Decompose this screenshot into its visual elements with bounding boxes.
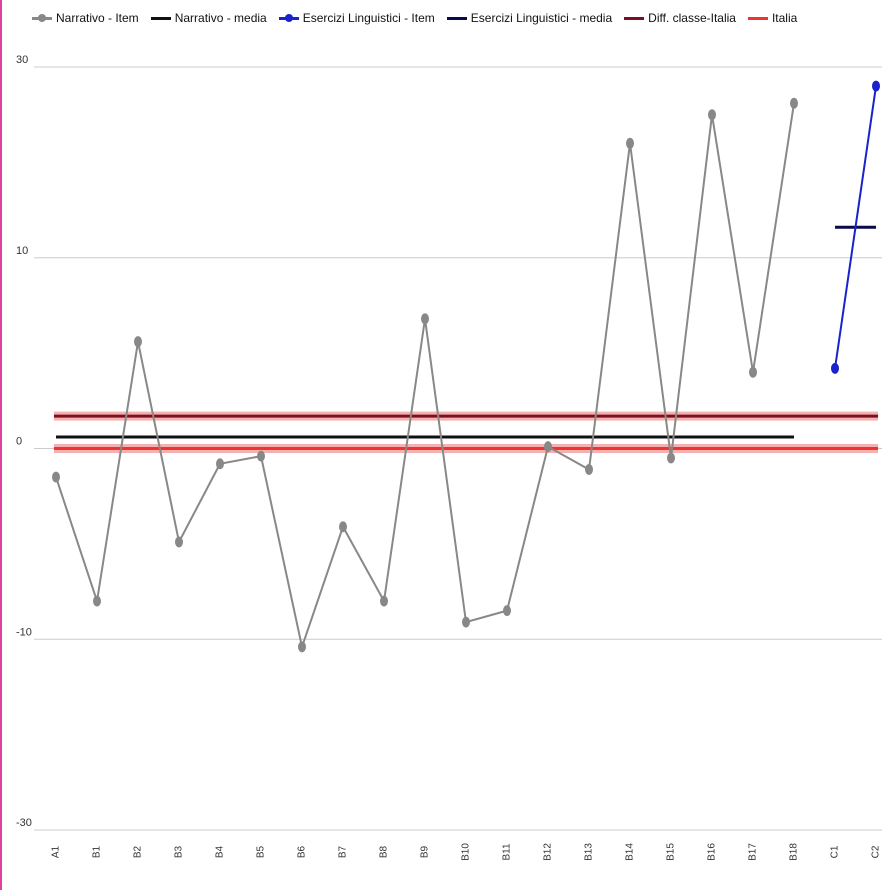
- chart-legend: Narrativo - Item Narrativo - media Eserciz…: [32, 8, 809, 28]
- y-tick-label: 0: [16, 436, 22, 448]
- data-point: [544, 441, 552, 453]
- x-tick-label: B7: [338, 845, 349, 858]
- data-point: [298, 641, 306, 653]
- data-point: [790, 97, 798, 109]
- data-point: [257, 450, 265, 462]
- legend-item: Narrativo - media: [150, 11, 267, 25]
- data-point: [503, 605, 511, 617]
- legend-swatch-icon: [624, 13, 645, 23]
- data-point: [462, 616, 470, 628]
- x-tick-label: B18: [789, 843, 800, 861]
- x-tick-label: B4: [215, 845, 226, 858]
- legend-label: Narrativo - Item: [56, 11, 139, 25]
- legend-swatch-icon: [278, 13, 299, 23]
- x-tick-label: B1: [92, 845, 103, 858]
- x-tick-label: C2: [871, 845, 882, 858]
- data-point: [421, 313, 429, 325]
- x-tick-label: B9: [420, 845, 431, 858]
- legend-swatch-icon: [747, 13, 768, 23]
- x-tick-label: B12: [543, 843, 554, 861]
- x-tick-label: B11: [502, 843, 513, 860]
- data-point: [93, 595, 101, 607]
- data-point: [667, 452, 675, 464]
- x-tick-label: B8: [379, 845, 390, 858]
- data-point: [134, 336, 142, 348]
- x-tick-label: B17: [748, 843, 759, 861]
- data-point: [872, 80, 880, 92]
- x-tick-label: B2: [133, 845, 144, 858]
- data-point: [708, 109, 716, 121]
- legend-item: Esercizi Linguistici - media: [446, 11, 613, 25]
- legend-swatch-icon: [150, 13, 171, 23]
- y-tick-label: 30: [16, 54, 28, 66]
- data-point: [585, 463, 593, 475]
- legend-item: Diff. classe-Italia: [624, 11, 736, 25]
- y-tick-label: -30: [16, 817, 32, 829]
- series-line: [55, 103, 795, 651]
- legend-swatch-icon: [446, 13, 467, 23]
- x-tick-label: B14: [625, 843, 636, 861]
- legend-label: Narrativo - media: [174, 11, 267, 25]
- data-point: [831, 362, 839, 374]
- series-line: [834, 85, 877, 369]
- legend-item: Esercizi Linguistici - Item: [278, 11, 435, 25]
- x-tick-label: C1: [830, 845, 841, 858]
- y-tick-label: -10: [16, 626, 32, 638]
- x-tick-label: B5: [256, 845, 267, 858]
- x-tick-label: B13: [584, 843, 595, 861]
- legend-item: Italia: [747, 11, 798, 25]
- legend-label: Esercizi Linguistici - Item: [302, 11, 435, 25]
- legend-label: Esercizi Linguistici - media: [470, 11, 613, 25]
- data-point: [175, 536, 183, 548]
- data-point: [216, 458, 224, 470]
- x-tick-label: B15: [666, 843, 677, 861]
- x-tick-label: B6: [297, 845, 308, 858]
- legend-swatch-icon: [32, 13, 52, 23]
- x-tick-label: B10: [461, 843, 472, 861]
- x-tick-label: B16: [707, 843, 718, 861]
- legend-label: Diff. classe-Italia: [648, 11, 736, 25]
- data-point: [339, 521, 347, 533]
- data-point: [749, 366, 757, 378]
- x-tick-label: A1: [51, 845, 62, 858]
- legend-item: Narrativo - Item: [32, 11, 139, 25]
- y-tick-label: 10: [16, 245, 28, 257]
- data-point: [52, 471, 60, 483]
- data-point: [380, 595, 388, 607]
- data-point: [626, 137, 634, 149]
- x-tick-label: B3: [174, 845, 185, 858]
- legend-label: Italia: [771, 11, 798, 25]
